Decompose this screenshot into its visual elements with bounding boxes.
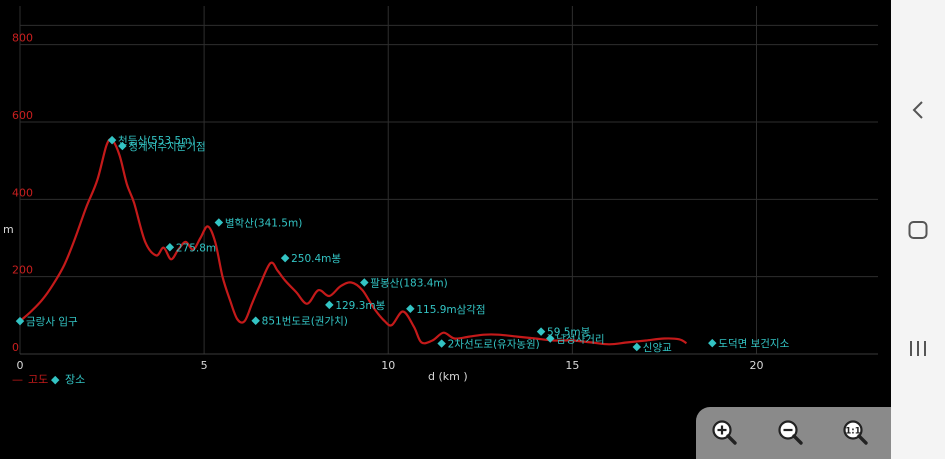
place-label: 별학산(341.5m) (225, 218, 302, 230)
x-tick-label: 20 (749, 359, 763, 372)
x-tick-label: 5 (201, 359, 208, 372)
place-marker[interactable] (536, 327, 546, 336)
place-label: 청계저수지분기점 (128, 141, 205, 153)
place-marker[interactable] (546, 334, 555, 343)
place-marker[interactable] (406, 304, 415, 314)
place-marker[interactable] (632, 342, 642, 352)
place-marker[interactable] (437, 339, 446, 348)
x-tick-label: 0 (17, 359, 24, 372)
y-tick-label: 200 (12, 264, 33, 277)
square-home-icon (908, 221, 928, 239)
zoom-fit-button[interactable]: 1:1 (839, 417, 873, 447)
zoom-out-icon (778, 420, 803, 445)
place-marker[interactable] (214, 218, 224, 227)
x-tick-label: 10 (381, 359, 395, 372)
place-label: 129.3m봉 (335, 300, 385, 312)
place-label: 금랑사 입구 (26, 315, 78, 328)
svg-text:1:1: 1:1 (845, 427, 860, 437)
place-marker[interactable] (325, 300, 334, 310)
recents-button[interactable] (903, 334, 933, 364)
place-label: 59.5m봉 (547, 327, 591, 339)
zoom-controls: 1:1 (696, 407, 891, 459)
zoom-fit-icon: 1:1 (843, 420, 868, 445)
place-marker[interactable] (165, 243, 175, 252)
place-label: 남성사거리 (556, 334, 604, 346)
chart-svg: 0 200 400 600 800 0 5 10 15 20 금랑사 입구 천등산(553.5m)… (3, 6, 878, 386)
y-tick-label: 400 (12, 186, 33, 199)
place-marker[interactable] (280, 253, 290, 263)
place-label: 신양교 (643, 342, 672, 354)
y-tick-label: 0 (12, 341, 19, 354)
legend-label-elevation: 고도 (28, 373, 48, 386)
place-label: 팔봉산(183.4m) (370, 277, 447, 289)
system-navigation-bar (891, 0, 945, 459)
place-label: 851번도로(권가치) (262, 316, 348, 328)
y-axis-label: m (3, 223, 14, 236)
legend-diamond-marker: ◆ (51, 373, 60, 386)
place-marker[interactable] (107, 135, 117, 145)
place-label: 275.8m (176, 242, 216, 254)
back-button[interactable] (903, 95, 933, 125)
y-tick-label: 600 (12, 109, 33, 122)
place-marker[interactable] (360, 278, 369, 287)
place-markers: 금랑사 입구 천등산(553.5m)청계저수지분기점 275.8m 별학산(341.5… (15, 135, 790, 354)
y-axis-ticks: 0 200 400 600 800 (12, 32, 33, 354)
legend: — 고도 ◆ 장소 (12, 373, 85, 386)
recents-lines-icon (910, 341, 926, 356)
place-label: 115.9m삼각점 (416, 304, 485, 316)
legend-line-marker: — (12, 373, 23, 386)
place-label: 2차선도로(유자농원) (448, 339, 540, 351)
elevation-line (19, 138, 688, 346)
x-tick-label: 15 (565, 359, 579, 372)
zoom-in-button[interactable] (708, 417, 742, 447)
elevation-series (19, 138, 688, 346)
legend-label-place: 장소 (65, 373, 85, 386)
place-label: 천등산(553.5m) (118, 135, 195, 147)
zoom-out-button[interactable] (774, 417, 808, 447)
grid (19, 6, 878, 355)
home-button[interactable] (903, 215, 933, 245)
y-tick-label: 800 (12, 32, 33, 45)
place-marker[interactable] (708, 338, 717, 348)
chevron-left-icon (912, 101, 923, 119)
x-axis-ticks: 0 5 10 15 20 (17, 359, 764, 372)
place-label: 도덕면 보건지소 (718, 338, 789, 350)
elevation-chart[interactable]: 0 200 400 600 800 0 5 10 15 20 금랑사 입구 천등산(553.5m)… (0, 0, 890, 459)
place-marker[interactable] (251, 316, 260, 325)
place-marker[interactable] (15, 316, 25, 326)
zoom-in-icon (712, 420, 737, 445)
x-axis-label: d (km ) (428, 370, 468, 383)
place-label: 250.4m봉 (291, 253, 341, 265)
place-marker[interactable] (118, 141, 127, 151)
